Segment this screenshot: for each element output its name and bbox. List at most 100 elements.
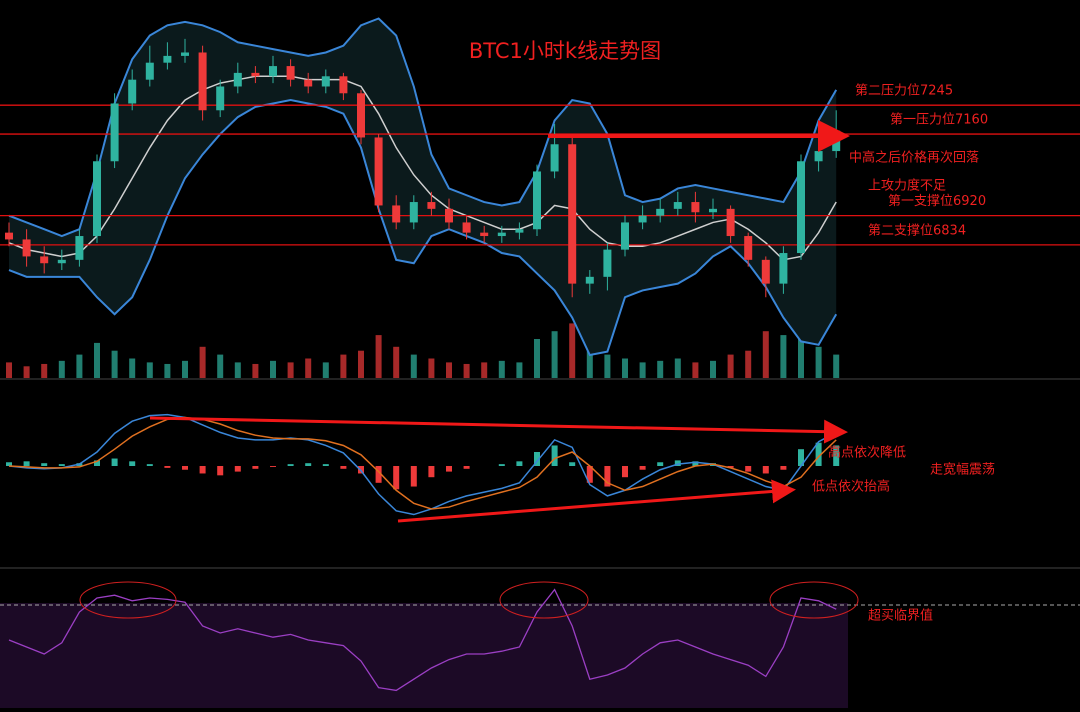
volume-bar <box>6 362 12 378</box>
macd-bar <box>252 466 259 469</box>
macd-bar <box>322 464 329 466</box>
annotation: 低点依次抬高 <box>812 479 890 495</box>
candle-body <box>5 232 13 240</box>
band-fill <box>9 18 837 356</box>
volume-bar <box>639 362 646 378</box>
highlight <box>769 581 859 619</box>
level-label: 第二压力位7245 <box>855 84 953 99</box>
volume-bar <box>674 358 681 378</box>
volume-bar <box>146 362 153 378</box>
candle-body <box>621 222 629 250</box>
volume-bar <box>252 363 259 378</box>
candle-body <box>761 259 770 284</box>
candle-body <box>22 239 31 257</box>
macd-bar <box>111 458 118 466</box>
candle-body <box>691 202 700 213</box>
candle-body <box>339 76 348 94</box>
candle-body <box>198 52 207 111</box>
macd-bar <box>534 452 540 466</box>
volume-bar <box>551 331 558 378</box>
volume-bar <box>622 358 628 378</box>
volume-bar <box>428 358 435 378</box>
macd-bar <box>446 466 452 472</box>
macd-bar <box>745 466 752 472</box>
volume-bar <box>833 354 840 378</box>
macd-bar <box>270 466 276 467</box>
volume-bar <box>727 354 734 378</box>
candle-body <box>480 232 489 237</box>
macd-bar <box>727 466 734 468</box>
level-label: 第二支撑位6834 <box>868 223 966 238</box>
candle-body <box>110 103 119 162</box>
volume-bar <box>76 354 83 378</box>
macd-bar <box>182 466 188 470</box>
annotation: 中高之后价格再次回落 <box>849 150 979 166</box>
candle-body <box>40 256 49 264</box>
candle-body <box>57 259 66 264</box>
macd-bar <box>692 461 699 466</box>
highlight <box>499 581 589 619</box>
volume-bar <box>287 362 294 378</box>
bollinger-lower <box>8 99 838 357</box>
candle-body <box>726 208 735 237</box>
candle-body <box>497 232 506 237</box>
volume-bar <box>498 360 505 378</box>
candle-body <box>409 202 418 223</box>
rsi-line <box>8 588 837 692</box>
candle-body <box>233 72 242 87</box>
macd-bar <box>586 466 593 483</box>
volume-bar <box>199 346 206 378</box>
volume-bar <box>692 362 699 378</box>
macd-bar <box>393 466 400 490</box>
candle-body <box>779 253 788 284</box>
volume-bar <box>111 350 118 378</box>
candle-body <box>427 202 436 209</box>
volume-bar <box>798 327 804 378</box>
volume-bar <box>234 362 241 378</box>
macd-bar <box>815 442 822 466</box>
candle-body <box>145 62 154 80</box>
macd-bar <box>199 466 206 474</box>
annotation: 高点依次降低 <box>828 445 906 461</box>
bollinger-middle <box>8 75 837 261</box>
volume-bar <box>94 342 100 378</box>
candle-body <box>585 276 594 284</box>
level-label: 第一压力位7160 <box>890 113 988 128</box>
highlight <box>79 581 177 619</box>
candle-body <box>709 208 717 213</box>
volume-bar <box>516 362 523 378</box>
volume-bar <box>305 358 312 378</box>
volume-bar <box>270 360 276 378</box>
candle-body <box>533 171 541 230</box>
macd-bar <box>428 466 435 478</box>
macd-bar <box>674 460 681 466</box>
macd-bar <box>498 464 505 466</box>
macd-bar <box>305 463 312 466</box>
macd-dea <box>8 416 837 510</box>
volume-bar <box>182 360 188 378</box>
macd-bar <box>463 466 470 469</box>
candle-body <box>832 130 841 152</box>
macd-bar <box>657 462 664 466</box>
annotation: 走宽幅震荡 <box>930 462 995 478</box>
volume-bar <box>340 354 347 378</box>
volume-bar <box>164 363 171 378</box>
volume-bar <box>481 362 488 378</box>
macd-bar <box>516 461 523 466</box>
volume-bar <box>534 339 540 378</box>
volume-bar <box>745 350 752 378</box>
macd-bar <box>604 466 611 487</box>
candle-body <box>515 229 524 233</box>
macd-bar <box>146 464 153 466</box>
volume-bar <box>410 354 417 378</box>
candle-body <box>357 93 365 138</box>
macd-bar <box>94 460 100 466</box>
candle-body <box>656 208 665 216</box>
volume-bar <box>780 335 787 378</box>
threshold-label: 超买临界值 <box>868 608 933 624</box>
candle-body <box>550 144 559 172</box>
macd-bar <box>780 466 787 470</box>
candle-body <box>75 236 84 260</box>
macd-bar <box>234 466 241 472</box>
volume-bar <box>569 323 576 378</box>
